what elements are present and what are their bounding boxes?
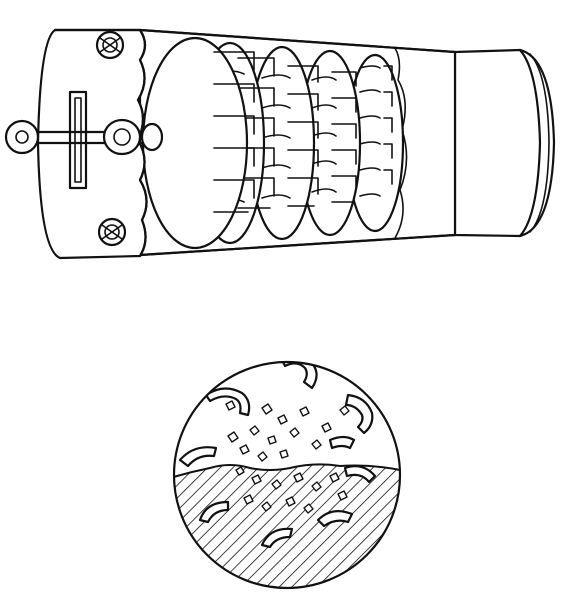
cutter-blades bbox=[141, 36, 405, 250]
tube-end-cap bbox=[453, 48, 556, 238]
drive-shaft bbox=[4, 118, 164, 156]
top-bolt bbox=[95, 30, 125, 60]
cutting-hooks bbox=[178, 362, 377, 549]
metal-chips bbox=[225, 400, 350, 514]
bottom-bolt bbox=[97, 217, 127, 247]
cutter-disk-3 bbox=[298, 49, 362, 237]
detail-magnifier bbox=[172, 360, 402, 590]
cutter-assembly bbox=[4, 28, 556, 260]
cutter-disk-0 bbox=[141, 36, 255, 250]
cutter-disk-2 bbox=[248, 45, 319, 241]
cutter-disk-4 bbox=[345, 53, 405, 233]
slotted-guide bbox=[68, 90, 88, 190]
